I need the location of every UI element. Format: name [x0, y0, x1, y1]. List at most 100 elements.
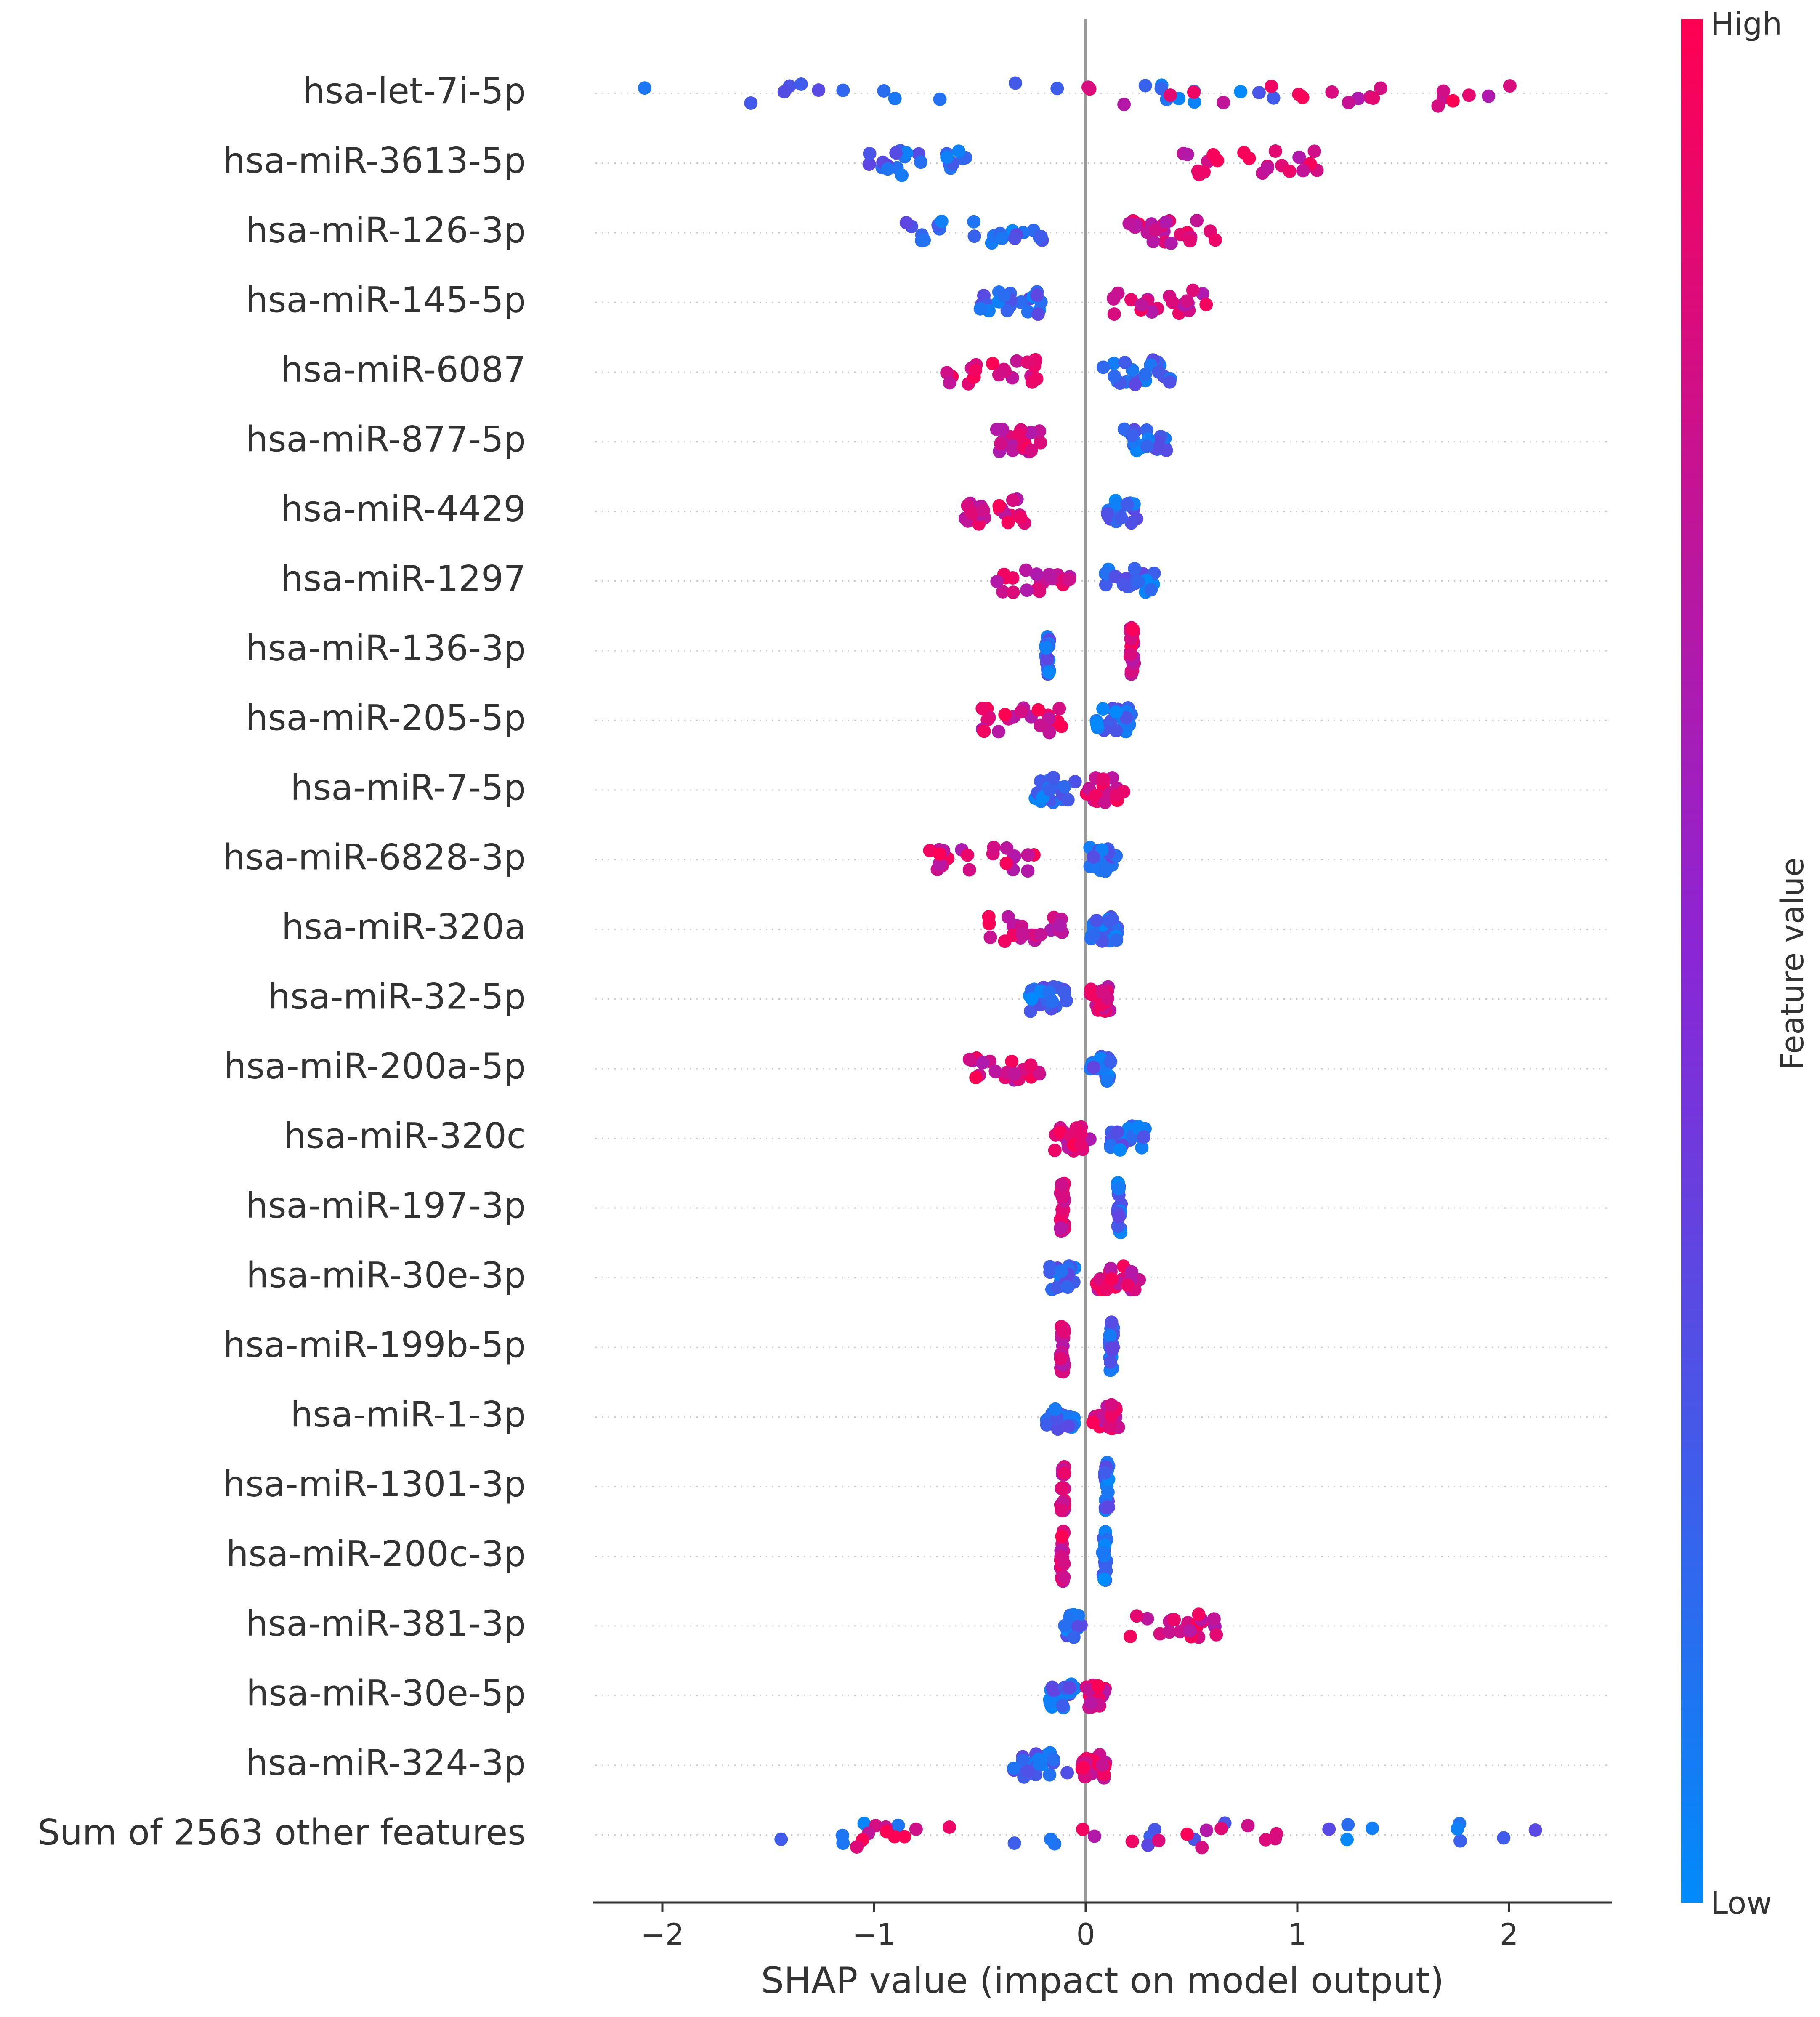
- shap-point: [1125, 1834, 1139, 1848]
- colorbar-title: Feature value: [1775, 857, 1811, 1070]
- shap-point: [638, 81, 651, 95]
- shap-point: [1015, 928, 1029, 942]
- shap-point: [1054, 1221, 1068, 1235]
- shap-point: [1451, 1822, 1464, 1836]
- feature-label: hsa-miR-324-3p: [245, 1742, 526, 1783]
- shap-point: [1124, 293, 1138, 307]
- shap-point: [1174, 228, 1188, 242]
- shap-point: [1145, 305, 1159, 319]
- shap-point: [1071, 1609, 1085, 1623]
- feature-label: hsa-miR-200a-5p: [224, 1046, 526, 1087]
- shap-point: [850, 1840, 864, 1854]
- x-axis-title: SHAP value (impact on model output): [761, 1960, 1444, 2002]
- shap-point: [1043, 1696, 1057, 1709]
- shap-point: [1054, 1352, 1068, 1365]
- shap-point: [1374, 81, 1387, 95]
- shap-point: [794, 77, 808, 91]
- feature-label: hsa-miR-3613-5p: [223, 140, 526, 181]
- shap-point: [1117, 98, 1131, 112]
- shap-point: [935, 214, 949, 228]
- shap-point: [777, 85, 791, 99]
- feature-label: hsa-miR-320a: [282, 906, 526, 947]
- shap-point: [1107, 291, 1121, 305]
- shap-point: [1043, 1260, 1057, 1274]
- shap-point: [1528, 1823, 1542, 1837]
- shap-point: [992, 499, 1006, 513]
- shap-point: [1073, 1138, 1087, 1152]
- shap-point: [1024, 1058, 1038, 1072]
- feature-label: hsa-miR-126-3p: [245, 210, 526, 251]
- dots-layer: [638, 76, 1542, 1855]
- shap-point: [1098, 1466, 1112, 1480]
- shap-point: [1431, 99, 1445, 113]
- shap-point: [1012, 428, 1026, 442]
- shap-point: [977, 724, 991, 738]
- feature-label: hsa-miR-197-3p: [245, 1185, 526, 1226]
- shap-point: [1042, 665, 1056, 679]
- shap-point: [1209, 233, 1222, 247]
- feature-label: hsa-miR-4429: [281, 488, 526, 530]
- shap-point: [1010, 354, 1024, 368]
- shap-point: [1008, 232, 1022, 245]
- shap-point: [1131, 575, 1145, 589]
- shap-point: [1047, 1752, 1060, 1766]
- shap-point: [1135, 1141, 1149, 1155]
- feature-label: Sum of 2563 other features: [37, 1812, 526, 1853]
- shap-point: [1007, 1761, 1021, 1775]
- shap-point: [1104, 1055, 1118, 1069]
- shap-point: [862, 157, 876, 171]
- feature-label: hsa-miR-145-5p: [245, 279, 526, 320]
- shap-point: [1107, 357, 1121, 370]
- shap-point: [1217, 96, 1230, 109]
- shap-point: [1100, 507, 1114, 521]
- shap-point: [933, 92, 947, 106]
- shap-point: [1008, 76, 1022, 90]
- shap-point: [1102, 1501, 1116, 1514]
- x-tick-label: −2: [640, 1917, 684, 1952]
- shap-point: [1096, 1546, 1110, 1559]
- shap-point: [1144, 583, 1158, 597]
- shap-point: [1096, 702, 1110, 716]
- shap-point: [1057, 1570, 1071, 1584]
- feature-label: hsa-miR-877-5p: [245, 418, 526, 460]
- shap-point: [1159, 215, 1173, 229]
- feature-label: hsa-miR-199b-5p: [223, 1324, 526, 1365]
- shap-point: [1292, 150, 1306, 164]
- shap-point: [1000, 841, 1014, 855]
- shap-point: [1060, 1766, 1074, 1780]
- shap-point: [1076, 1823, 1090, 1836]
- shap-point: [1366, 1821, 1379, 1835]
- shap-point: [1091, 1679, 1105, 1693]
- feature-label: hsa-miR-30e-3p: [246, 1254, 526, 1296]
- shap-point: [891, 1818, 905, 1832]
- shap-point: [877, 84, 891, 98]
- shap-point: [898, 1830, 911, 1844]
- shap-point: [976, 1056, 989, 1070]
- shap-point: [1087, 928, 1101, 942]
- shap-point: [1020, 355, 1034, 369]
- shap-point: [1122, 217, 1136, 231]
- shap-point: [943, 1820, 956, 1834]
- shap-point: [1096, 360, 1110, 374]
- shap-point: [1034, 436, 1047, 450]
- shap-point: [1164, 88, 1177, 102]
- shap-point: [1021, 1764, 1035, 1778]
- shap-point: [1055, 1481, 1069, 1495]
- feature-label: hsa-miR-1297: [281, 558, 526, 599]
- shap-point: [1044, 1832, 1057, 1846]
- shap-point: [1051, 1422, 1065, 1436]
- shap-point: [1283, 164, 1297, 178]
- shap-point: [1054, 1126, 1067, 1139]
- shap-point: [1040, 1418, 1054, 1432]
- shap-point: [1000, 303, 1014, 317]
- shap-point: [881, 162, 895, 176]
- grid-layer: [595, 93, 1612, 1836]
- shap-point: [1071, 1620, 1085, 1633]
- shap-point: [1042, 726, 1056, 740]
- shap-point: [1437, 84, 1450, 98]
- shap-point: [1197, 165, 1211, 179]
- shap-point: [1118, 356, 1132, 370]
- shap-point: [909, 1822, 923, 1836]
- shap-point: [996, 585, 1010, 599]
- shap-point: [952, 144, 966, 158]
